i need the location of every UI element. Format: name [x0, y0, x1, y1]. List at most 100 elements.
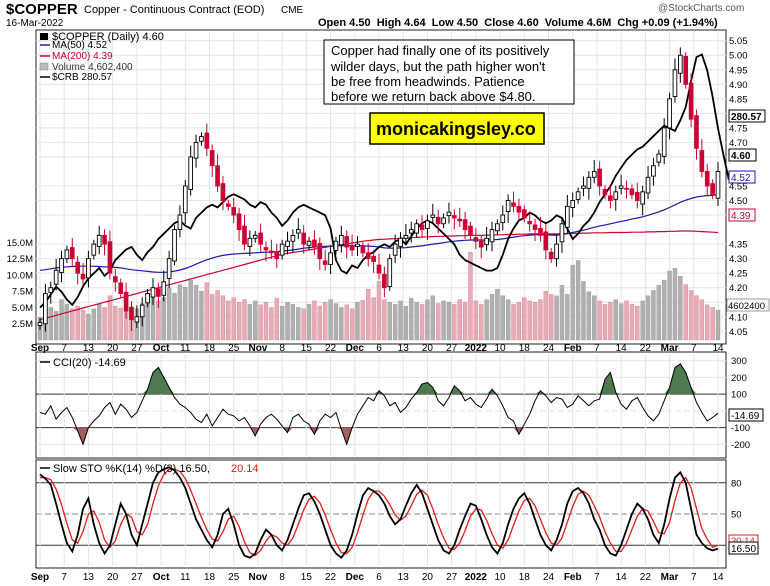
x-axis-label: Nov — [248, 572, 267, 583]
sto-legend: Slow STO %K(14) %D(3) 16.50, 20.14 — [40, 463, 259, 475]
price-candle — [252, 231, 258, 243]
x-axis-label: Oct — [153, 343, 170, 354]
sto-d-line — [40, 468, 719, 557]
x-axis-label: 22 — [325, 343, 337, 354]
candle-body — [586, 176, 592, 189]
candle-body — [91, 243, 97, 256]
x-axis-label: 6 — [376, 343, 382, 354]
volume-tick-label: 5.0M — [12, 303, 33, 314]
sto-tick-label: 50 — [731, 510, 742, 521]
x-axis-label: Feb — [564, 572, 582, 583]
price-candle — [581, 176, 586, 197]
x-axis-label: 20 — [422, 343, 434, 354]
volume-bar — [102, 307, 107, 341]
x-axis-label: 20 — [107, 572, 119, 583]
candle-body — [53, 269, 59, 285]
volume-bar — [656, 285, 662, 341]
volume-bar — [688, 290, 694, 341]
price-tick-label: 4.10 — [729, 312, 748, 323]
volume-tick-label: 10.0M — [7, 270, 33, 281]
price-candle — [565, 195, 570, 234]
x-axis-label: Oct — [153, 572, 170, 583]
volume-bar — [64, 303, 70, 341]
candle-body — [430, 214, 436, 218]
volume-bar — [511, 303, 516, 341]
candle-body — [446, 211, 452, 217]
price-candle — [532, 218, 538, 241]
volume-bar — [548, 294, 554, 341]
volume-bar — [387, 302, 392, 341]
price-candle — [312, 230, 317, 255]
price-candle — [355, 236, 360, 257]
x-axis-label: 8 — [279, 343, 285, 354]
candle-body — [204, 132, 210, 149]
candle-body — [414, 223, 419, 234]
volume-bar — [414, 302, 419, 341]
price-candle — [441, 213, 446, 229]
volume-bar — [80, 309, 86, 341]
candle-body — [452, 215, 457, 219]
x-axis-label: 7 — [691, 343, 697, 354]
candle-body — [86, 258, 91, 279]
volume-bar — [215, 290, 220, 341]
candle-body — [306, 240, 312, 246]
x-axis-label: 13 — [398, 343, 410, 354]
legend-price: $COPPER (Daily) 4.60 — [52, 31, 164, 43]
volume-bar — [683, 284, 688, 341]
price-candle — [521, 205, 527, 223]
price-candle — [123, 282, 129, 319]
candle-body — [182, 185, 188, 214]
symbol-title: $COPPER — [6, 1, 78, 18]
x-axis-label: Sep — [31, 343, 49, 354]
candle-body — [548, 251, 554, 260]
x-axis-label: 24 — [543, 343, 555, 354]
volume-bar — [376, 281, 382, 341]
close-badge: 4.60 — [728, 148, 757, 162]
sto-k-badge: 16.50 — [728, 541, 759, 555]
volume-bar — [705, 304, 710, 341]
candle-body — [634, 191, 640, 201]
volume-tick-label: 12.5M — [7, 254, 33, 265]
price-tick-label: 5.05 — [729, 36, 748, 47]
volume-bar — [425, 299, 430, 341]
price-tick-label: 4.55 — [729, 182, 748, 193]
site-badge-bg — [369, 112, 545, 145]
volume-bar — [651, 290, 656, 341]
price-candle — [236, 207, 242, 241]
cci-plot — [39, 363, 719, 446]
candle-body — [236, 213, 242, 231]
candle-body — [344, 236, 350, 248]
volume-bar — [312, 300, 317, 341]
candle-body — [220, 183, 226, 201]
price-candle — [672, 58, 678, 103]
price-candle — [193, 134, 199, 168]
candle-body — [269, 250, 274, 254]
price-candle — [408, 221, 414, 243]
x-axis-label: 18 — [204, 343, 216, 354]
price-candle — [452, 209, 457, 230]
x-axis-label: 27 — [446, 343, 458, 354]
candle-body — [333, 240, 339, 251]
x-axis-label: Nov — [248, 343, 267, 354]
price-candle — [113, 268, 118, 292]
candle-body — [710, 183, 715, 196]
volume-bar — [559, 285, 565, 341]
price-candle — [107, 230, 113, 280]
price-candle — [710, 179, 715, 200]
candle-body — [678, 54, 683, 74]
x-axis-label: 7 — [61, 343, 67, 354]
volume-bar — [118, 307, 123, 341]
price-tick-label: 4.70 — [729, 138, 748, 149]
price-candle — [430, 203, 436, 224]
price-candle — [231, 197, 237, 223]
volume-bar — [597, 300, 602, 341]
price-candle — [129, 301, 134, 331]
candle-body — [328, 252, 333, 265]
volume-bar — [710, 307, 715, 341]
candle-body — [75, 261, 80, 274]
price-candle — [344, 230, 350, 259]
price-candle — [382, 266, 387, 298]
x-axis-label: 18 — [519, 343, 531, 354]
volume-bar — [672, 268, 678, 341]
price-candle — [656, 149, 662, 167]
